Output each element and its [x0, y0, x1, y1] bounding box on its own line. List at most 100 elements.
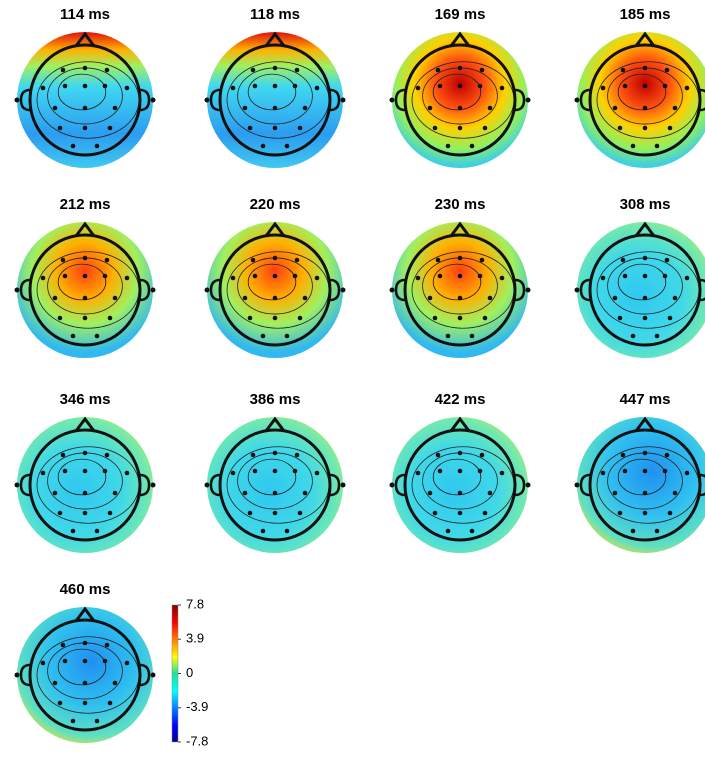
electrode: [261, 529, 266, 534]
electrode: [446, 144, 451, 149]
electrode: [643, 451, 648, 456]
electrode: [655, 334, 660, 339]
electrode: [663, 84, 668, 89]
topomap: [390, 417, 531, 553]
electrode: [71, 144, 76, 149]
electrode: [273, 274, 278, 279]
electrode: [273, 84, 278, 89]
electrode: [618, 126, 623, 131]
electrode: [428, 296, 433, 301]
electrode: [483, 511, 488, 516]
electrode: [58, 316, 63, 321]
electrode: [253, 469, 258, 474]
electrode: [621, 258, 626, 263]
electrode: [61, 453, 66, 458]
electrode: [231, 86, 236, 91]
electrode: [390, 98, 395, 103]
electrode: [458, 126, 463, 131]
topomap: [390, 32, 531, 168]
topomap: [15, 607, 156, 743]
electrode: [83, 701, 88, 706]
electrode: [601, 471, 606, 476]
electrode: [438, 84, 443, 89]
electrode: [668, 316, 673, 321]
electrode: [390, 483, 395, 488]
electrode: [433, 126, 438, 131]
electrode: [41, 471, 46, 476]
electrode: [458, 256, 463, 261]
electrode: [643, 296, 648, 301]
electrode: [575, 288, 580, 293]
electrode: [261, 144, 266, 149]
electrode: [53, 296, 58, 301]
electrode: [205, 288, 210, 293]
electrode: [108, 126, 113, 131]
topomap: [390, 222, 531, 358]
electrode: [295, 453, 300, 458]
electrode: [105, 258, 110, 263]
electrode: [643, 511, 648, 516]
electrode: [623, 274, 628, 279]
electrode: [71, 334, 76, 339]
electrode: [458, 469, 463, 474]
electrode: [293, 274, 298, 279]
electrode: [61, 258, 66, 263]
electrode: [436, 453, 441, 458]
electrode: [298, 126, 303, 131]
electrode: [575, 98, 580, 103]
electrode: [575, 483, 580, 488]
electrode: [488, 296, 493, 301]
electrode: [458, 316, 463, 321]
topomap: [205, 32, 346, 168]
electrode: [458, 511, 463, 516]
map-label: 447 ms: [620, 391, 671, 408]
electrode: [248, 511, 253, 516]
electrode: [273, 469, 278, 474]
electrode: [151, 288, 156, 293]
electrode: [643, 469, 648, 474]
electrode: [613, 106, 618, 111]
electrode: [685, 276, 690, 281]
electrode: [273, 296, 278, 301]
electrode: [251, 68, 256, 73]
electrode: [58, 511, 63, 516]
electrode: [480, 258, 485, 263]
electrode: [15, 673, 20, 678]
electrode: [205, 98, 210, 103]
electrode: [416, 276, 421, 281]
electrode: [273, 511, 278, 516]
electrode: [105, 453, 110, 458]
map-label: 220 ms: [250, 196, 301, 213]
electrode: [253, 274, 258, 279]
colorbar-tick-label: 7.8: [186, 596, 204, 611]
electrode: [103, 659, 108, 664]
electrode: [315, 471, 320, 476]
electrode: [478, 84, 483, 89]
electrode: [83, 274, 88, 279]
electrode: [458, 66, 463, 71]
electrode: [483, 126, 488, 131]
electrode: [643, 126, 648, 131]
electrode: [83, 256, 88, 261]
electrode: [61, 68, 66, 73]
electrode: [261, 334, 266, 339]
electrode: [83, 66, 88, 71]
electrode: [231, 276, 236, 281]
electrode: [483, 316, 488, 321]
electrode: [526, 288, 531, 293]
electrode: [500, 86, 505, 91]
electrode: [613, 296, 618, 301]
electrode: [53, 491, 58, 496]
map-label: 185 ms: [620, 6, 671, 23]
map-label: 169 ms: [435, 6, 486, 23]
electrode: [390, 288, 395, 293]
electrode: [446, 529, 451, 534]
electrode: [526, 483, 531, 488]
electrode: [458, 451, 463, 456]
colorbar-tick-label: 3.9: [186, 631, 204, 646]
electrode: [71, 719, 76, 724]
electrode: [248, 126, 253, 131]
electrode: [500, 471, 505, 476]
electrode: [643, 256, 648, 261]
electrode: [458, 84, 463, 89]
